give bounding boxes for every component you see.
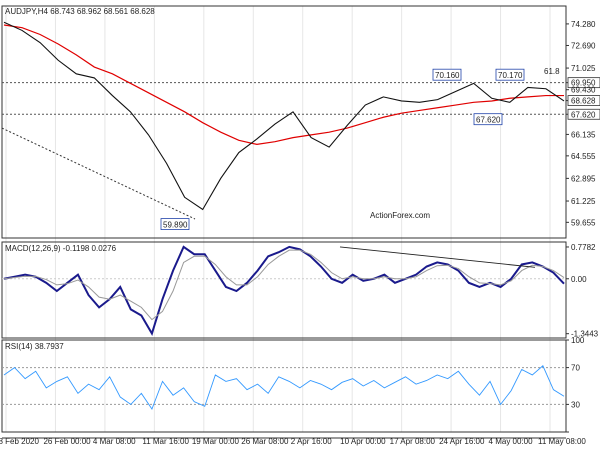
x-tick-label: 24 Apr 16:00	[439, 437, 485, 446]
x-tick-label: 11 May 08:00	[538, 437, 586, 446]
macd-y-label: -1.3443	[571, 330, 599, 339]
moving-average-line	[3, 24, 564, 145]
rsi-y-label: 30	[571, 400, 580, 409]
signal-line	[3, 249, 565, 321]
price-y-label: 66.135	[571, 130, 596, 139]
price-annotation-box	[473, 113, 503, 126]
price-line	[3, 21, 565, 211]
price-level-box	[567, 108, 600, 120]
chart-marks	[1, 21, 566, 410]
price-level-box	[567, 95, 600, 106]
x-tick-label: 18 Feb 2020	[0, 437, 39, 446]
x-tick-label: 2 Apr 16:00	[291, 437, 332, 446]
price-y-label: 68.628	[571, 97, 596, 106]
price-annotation-box	[432, 68, 462, 81]
macd-y-label: 0.00	[571, 275, 587, 284]
price-level-box	[567, 77, 600, 89]
x-tick-label: 10 Apr 00:00	[340, 437, 386, 446]
macd-y-label: 0.7782	[571, 243, 596, 252]
price-y-label: 71.025	[571, 64, 596, 73]
rsi-y-label: 100	[571, 336, 585, 345]
x-tick-label: 19 Mar 00:00	[192, 437, 240, 446]
price-y-label: 74.280	[571, 20, 596, 29]
panel-frame-1	[1, 241, 567, 339]
price-y-label: 59.655	[571, 218, 596, 227]
price-y-label: 69.430	[571, 86, 596, 95]
rsi-y-label: 70	[571, 364, 580, 373]
price-annotation: 70.160	[435, 71, 460, 80]
price-header: AUDJPY,H4 68.743 68.962 68.561 68.628	[5, 7, 155, 16]
panel-frame-0	[1, 5, 567, 239]
price-y-label: 61.225	[571, 197, 596, 206]
price-annotation: 61.8	[544, 67, 560, 76]
price-y-label: 62.895	[571, 174, 596, 183]
macd-trendline	[339, 246, 536, 268]
chart-labels: 18 Feb 2020 26 Feb 00:004 Mar 08:00 11 Mar…	[0, 7, 600, 446]
price-annotation: 70.170	[498, 71, 523, 80]
price-y-label: 69.950	[571, 79, 596, 88]
price-annotation-box	[160, 218, 190, 230]
price-y-label: 72.690	[571, 41, 596, 50]
watermark: ActionForex.com	[370, 211, 430, 220]
price-trendline	[1, 127, 196, 220]
x-tick-label: 11 Mar 16:00	[142, 437, 189, 446]
panels	[1, 5, 567, 439]
macd-line	[3, 245, 565, 336]
panel-frame-2	[1, 339, 567, 433]
price-annotation-box	[495, 68, 525, 81]
x-tick-label: 4 May 00:00	[489, 437, 534, 446]
x-tick-label: 17 Apr 08:00	[390, 437, 436, 446]
price-annotation: 67.620	[476, 116, 501, 125]
price-annotation: 59.890	[163, 221, 188, 230]
x-tick-label: 4 Mar 08:00	[93, 437, 136, 446]
macd-header: MACD(12,26,9) -0.1198 0.0276	[5, 244, 117, 253]
x-tick-label: 26 Feb 00:00	[43, 437, 91, 446]
x-tick-label: 26 Mar 08:00	[241, 437, 289, 446]
rsi-line	[3, 365, 565, 410]
price-y-label: 67.620	[571, 110, 596, 119]
price-y-label: 64.555	[571, 152, 596, 161]
rsi-header: RSI(14) 38.7937	[5, 342, 64, 351]
